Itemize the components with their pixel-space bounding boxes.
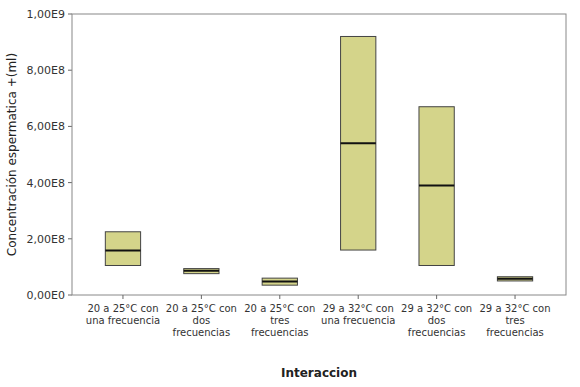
y-tick-label: 6,00E8 bbox=[27, 120, 65, 133]
x-tick-label-line: 29 a 32°C con bbox=[323, 303, 394, 314]
median bbox=[497, 278, 532, 280]
x-tick-label-line: 29 a 32°C con bbox=[480, 303, 551, 314]
box bbox=[497, 277, 532, 281]
y-tick-label: 4,00E8 bbox=[27, 177, 65, 190]
x-tick-label-line: una frecuencia bbox=[321, 315, 395, 326]
median bbox=[419, 184, 454, 186]
y-tick-label: 8,00E8 bbox=[27, 64, 65, 77]
median bbox=[262, 281, 297, 283]
box bbox=[184, 269, 219, 274]
box bbox=[105, 232, 140, 266]
x-tick-label-line: dos bbox=[193, 315, 211, 326]
x-tick-label-line: frecuencias bbox=[251, 327, 309, 338]
x-tick-label-line: 20 a 25°C con bbox=[166, 303, 237, 314]
x-tick bbox=[201, 295, 202, 299]
y-tick bbox=[68, 14, 72, 15]
x-tick-label-line: 20 a 25°C con bbox=[87, 303, 158, 314]
x-tick bbox=[358, 295, 359, 299]
box bbox=[419, 107, 454, 266]
y-tick-label: 1,00E9 bbox=[27, 8, 65, 21]
x-tick-label-line: dos bbox=[428, 315, 446, 326]
y-tick-label: 0,00E0 bbox=[27, 289, 65, 302]
x-tick-label-line: tres bbox=[505, 315, 524, 326]
chart: 0,00E0 2,00E8 4,00E8 6,00E8 8,00E8 1,00E9 20 a… bbox=[0, 0, 580, 387]
y-tick bbox=[68, 126, 72, 127]
y-tick bbox=[68, 182, 72, 183]
x-tick bbox=[515, 295, 516, 299]
x-tick bbox=[122, 295, 123, 299]
x-tick-label-line: una frecuencia bbox=[86, 315, 160, 326]
x-tick-label: 20 a 25°C conuna frecuencia bbox=[86, 303, 160, 326]
median bbox=[184, 270, 219, 272]
x-tick-label-line: 20 a 25°C con bbox=[244, 303, 315, 314]
x-tick-label: 29 a 32°C conuna frecuencia bbox=[321, 303, 395, 326]
x-axis-label: Interaccion bbox=[281, 366, 357, 380]
x-tick bbox=[279, 295, 280, 299]
y-tick bbox=[68, 70, 72, 71]
y-axis-label: Concentración espermatica +(ml) bbox=[5, 53, 19, 256]
x-tick-label: 20 a 25°C contresfrecuencias bbox=[244, 303, 315, 338]
y-tick bbox=[68, 238, 72, 239]
x-tick-label-line: frecuencias bbox=[173, 327, 231, 338]
boxes bbox=[105, 36, 532, 285]
x-tick-label: 29 a 32°C condosfrecuencias bbox=[401, 303, 472, 338]
median bbox=[105, 250, 140, 252]
x-tick bbox=[436, 295, 437, 299]
y-tick-label: 2,00E8 bbox=[27, 233, 65, 246]
plot-frame bbox=[72, 14, 566, 295]
x-tick-label: 29 a 32°C contresfrecuencias bbox=[480, 303, 551, 338]
median bbox=[341, 142, 376, 144]
x-tick-label-line: frecuencias bbox=[486, 327, 544, 338]
box bbox=[341, 36, 376, 250]
y-tick bbox=[68, 295, 72, 296]
x-tick-label: 20 a 25°C condosfrecuencias bbox=[166, 303, 237, 338]
x-tick-label-line: frecuencias bbox=[408, 327, 466, 338]
x-tick-label-line: tres bbox=[270, 315, 289, 326]
x-tick-label-line: 29 a 32°C con bbox=[401, 303, 472, 314]
box bbox=[262, 278, 297, 285]
